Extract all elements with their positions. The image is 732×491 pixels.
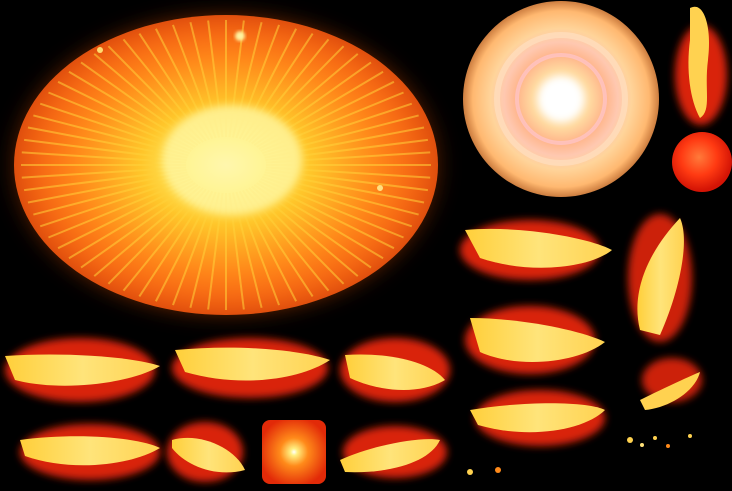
flame-streak — [470, 390, 605, 446]
flame-streak-vertical-mid — [628, 214, 692, 342]
flame-streak — [460, 220, 612, 280]
burst-ray — [93, 185, 201, 277]
burst-ray — [27, 126, 188, 159]
fire-orb — [672, 132, 732, 192]
burst-ray — [33, 114, 189, 157]
burst-ray — [80, 183, 199, 269]
flame-streak — [465, 306, 605, 374]
burst-ray — [23, 168, 187, 192]
flame-streak-vertical-top — [675, 6, 727, 125]
lens-flare-ring — [463, 1, 659, 197]
burst-ray — [21, 166, 187, 179]
burst-ray — [21, 151, 187, 164]
burst-ray — [68, 182, 196, 260]
explosion-burst — [4, 7, 448, 323]
flame-streak — [172, 338, 330, 398]
burst-ray — [57, 180, 194, 250]
burst-ray — [39, 175, 191, 228]
burst-ray — [27, 171, 188, 204]
burst-ray — [23, 138, 187, 162]
flame-streak — [340, 426, 447, 478]
burst-ray — [48, 178, 192, 239]
burst-ray — [107, 187, 204, 285]
flame-streak — [340, 338, 450, 402]
spark-square — [262, 420, 326, 484]
burst-ray — [138, 189, 210, 297]
burst-ray — [122, 188, 207, 292]
burst-ray — [33, 173, 189, 216]
flame-streak — [167, 422, 245, 482]
flame-streak — [5, 338, 160, 402]
flame-streak — [20, 424, 160, 480]
ember-particles — [467, 358, 702, 475]
